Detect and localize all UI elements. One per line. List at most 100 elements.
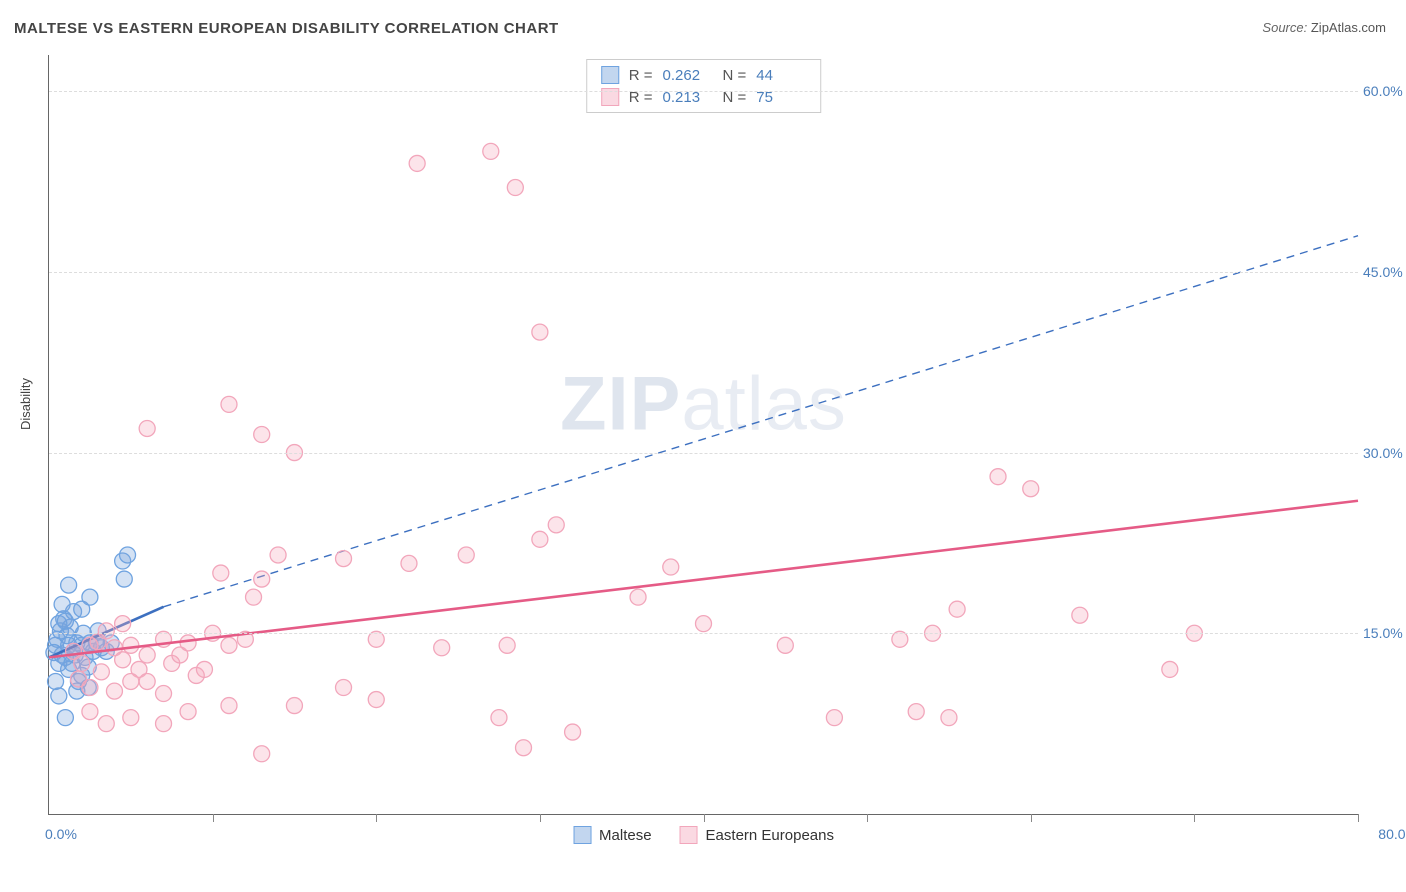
scatter-point	[51, 688, 67, 704]
gridline	[49, 633, 1358, 634]
r-value: 0.262	[663, 67, 713, 84]
n-label: N =	[723, 67, 747, 84]
scatter-point	[180, 635, 196, 651]
scatter-point	[115, 616, 131, 632]
x-tick	[1194, 814, 1195, 822]
plot-area: ZIPatlas R =0.262N =44R =0.213N =75 Malt…	[48, 55, 1358, 815]
scatter-point	[106, 683, 122, 699]
scatter-point	[336, 551, 352, 567]
scatter-point	[949, 601, 965, 617]
source-link[interactable]: ZipAtlas.com	[1311, 20, 1386, 35]
x-tick	[1358, 814, 1359, 822]
scatter-point	[221, 637, 237, 653]
scatter-point	[336, 680, 352, 696]
scatter-point	[491, 710, 507, 726]
legend-swatch	[573, 826, 591, 844]
scatter-point	[941, 710, 957, 726]
series-legend: Maltese Eastern Europeans	[573, 826, 834, 844]
chart-svg	[49, 55, 1358, 814]
x-tick	[213, 814, 214, 822]
scatter-point	[565, 724, 581, 740]
scatter-point	[221, 396, 237, 412]
scatter-point	[908, 704, 924, 720]
source-attribution: Source: ZipAtlas.com	[1262, 20, 1386, 35]
gridline	[49, 453, 1358, 454]
scatter-point	[54, 596, 70, 612]
y-tick-label: 30.0%	[1363, 445, 1406, 461]
y-tick-label: 45.0%	[1363, 264, 1406, 280]
scatter-point	[254, 571, 270, 587]
x-tick	[540, 814, 541, 822]
scatter-point	[74, 655, 90, 671]
x-tick	[704, 814, 705, 822]
scatter-point	[123, 710, 139, 726]
scatter-point	[123, 637, 139, 653]
scatter-point	[98, 623, 114, 639]
scatter-point	[246, 589, 262, 605]
legend-item: Maltese	[573, 826, 652, 844]
scatter-point	[254, 746, 270, 762]
scatter-point	[115, 652, 131, 668]
scatter-point	[777, 637, 793, 653]
scatter-point	[286, 698, 302, 714]
scatter-point	[180, 704, 196, 720]
scatter-point	[499, 637, 515, 653]
scatter-point	[156, 716, 172, 732]
legend-item: Eastern Europeans	[680, 826, 834, 844]
scatter-point	[82, 680, 98, 696]
scatter-point	[213, 565, 229, 581]
scatter-point	[57, 710, 73, 726]
n-value: 44	[756, 67, 806, 84]
scatter-point	[1162, 661, 1178, 677]
scatter-point	[270, 547, 286, 563]
scatter-point	[120, 547, 136, 563]
scatter-point	[409, 155, 425, 171]
scatter-point	[116, 571, 132, 587]
scatter-point	[1072, 607, 1088, 623]
scatter-point	[548, 517, 564, 533]
scatter-point	[123, 673, 139, 689]
scatter-point	[196, 661, 212, 677]
gridline	[49, 91, 1358, 92]
scatter-point	[57, 613, 73, 629]
scatter-point	[221, 698, 237, 714]
scatter-point	[507, 180, 523, 196]
x-tick	[1031, 814, 1032, 822]
legend-swatch	[680, 826, 698, 844]
scatter-point	[483, 143, 499, 159]
legend-row: R = 0.262 N = 44	[587, 64, 821, 86]
scatter-point	[532, 531, 548, 547]
scatter-point	[139, 420, 155, 436]
scatter-point	[82, 704, 98, 720]
scatter-point	[516, 740, 532, 756]
legend-label: Eastern Europeans	[706, 827, 834, 844]
scatter-point	[458, 547, 474, 563]
scatter-point	[630, 589, 646, 605]
gridline	[49, 272, 1358, 273]
scatter-point	[990, 469, 1006, 485]
x-tick	[867, 814, 868, 822]
r-label: R =	[629, 67, 653, 84]
legend-swatch	[601, 66, 619, 84]
scatter-point	[93, 664, 109, 680]
source-label: Source:	[1262, 20, 1307, 35]
scatter-point	[254, 427, 270, 443]
x-tick	[376, 814, 377, 822]
scatter-point	[401, 555, 417, 571]
scatter-point	[1023, 481, 1039, 497]
scatter-point	[156, 686, 172, 702]
scatter-point	[61, 577, 77, 593]
legend-label: Maltese	[599, 827, 652, 844]
y-tick-label: 60.0%	[1363, 83, 1406, 99]
scatter-point	[532, 324, 548, 340]
y-tick-label: 15.0%	[1363, 625, 1406, 641]
scatter-point	[82, 589, 98, 605]
y-axis-label: Disability	[18, 378, 33, 430]
scatter-point	[98, 716, 114, 732]
x-tick-label: 80.0%	[1378, 826, 1406, 842]
correlation-legend: R =0.262N =44R =0.213N =75	[586, 59, 822, 113]
scatter-point	[139, 647, 155, 663]
scatter-point	[826, 710, 842, 726]
chart-title: MALTESE VS EASTERN EUROPEAN DISABILITY C…	[14, 20, 559, 37]
scatter-point	[696, 616, 712, 632]
